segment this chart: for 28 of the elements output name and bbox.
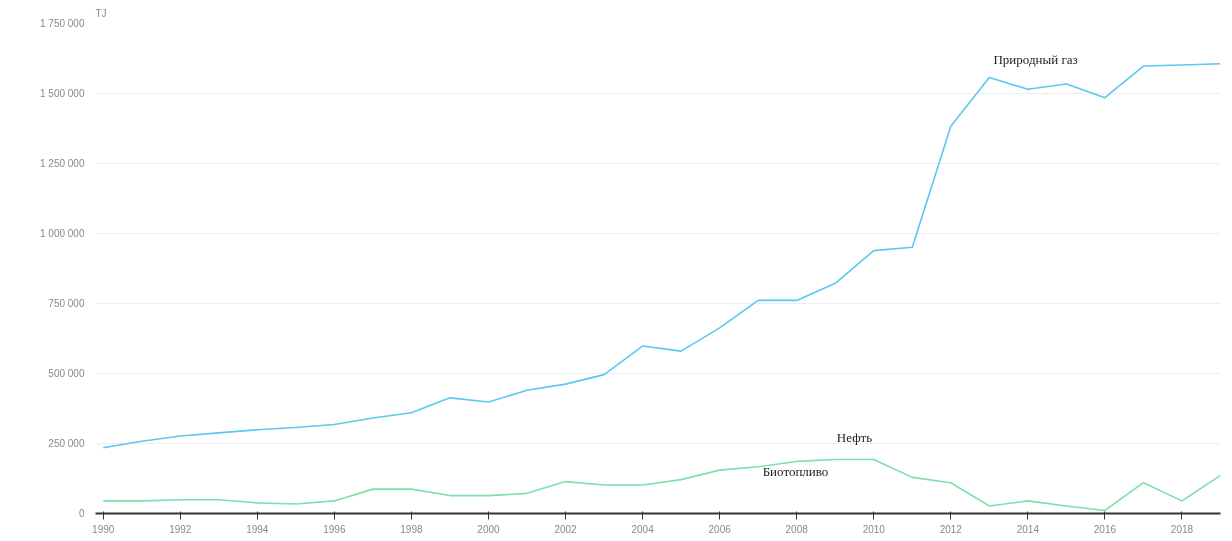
y-tick-label: 1 750 000 [40, 18, 85, 29]
x-tick-label: 2012 [939, 523, 963, 535]
x-tick-label: 2014 [1016, 523, 1040, 535]
x-tick-label: 1994 [246, 523, 269, 535]
x-tick-label: 2002 [554, 523, 578, 535]
y-tick-label: 500 000 [48, 368, 85, 379]
x-tick-label: 1992 [169, 523, 192, 535]
x-tick-label: 2016 [1093, 523, 1117, 535]
annotation: Биотопливо [762, 464, 829, 479]
x-tick-label: 1998 [400, 523, 423, 535]
series-label: Природный газ [993, 51, 1078, 67]
y-tick-label: 250 000 [48, 438, 85, 449]
x-tick-label: 1996 [323, 523, 346, 535]
y-tick-label: 1 000 000 [40, 228, 85, 239]
x-tick-label: 2004 [631, 523, 655, 535]
y-tick-label: 1 250 000 [40, 158, 85, 169]
x-tick-label: 2010 [862, 523, 886, 535]
x-tick-label: 2008 [785, 523, 809, 535]
x-tick-label: 2018 [1170, 523, 1194, 535]
x-tick-label: 1990 [92, 523, 115, 535]
y-tick-label: 750 000 [48, 298, 85, 309]
y-tick-label: 0 [78, 508, 85, 519]
series-label: Нефть [836, 429, 873, 445]
line-series [102, 458, 1221, 512]
x-tick-label: 2006 [708, 523, 732, 535]
y-tick-label: 1 500 000 [40, 88, 85, 99]
y-axis-title: TJ [95, 7, 107, 19]
x-tick-label: 2000 [477, 523, 501, 535]
